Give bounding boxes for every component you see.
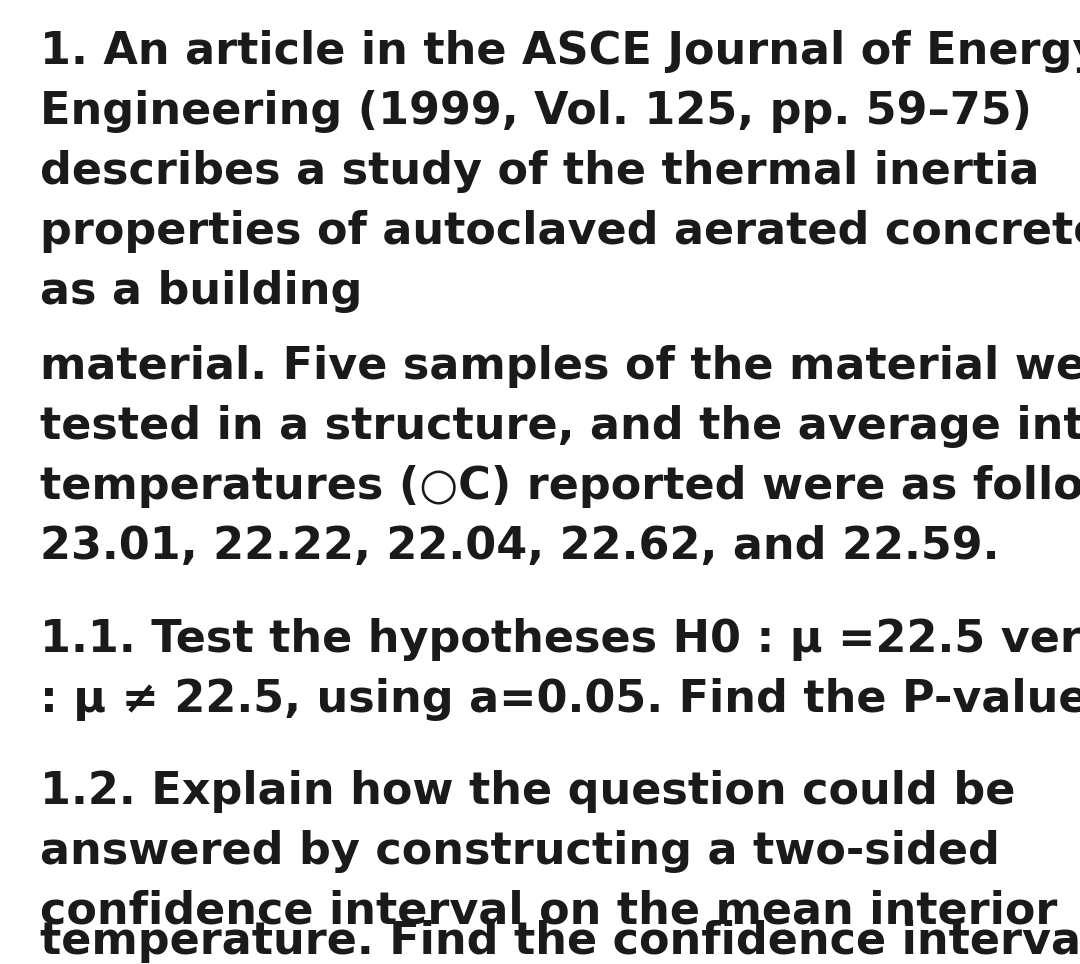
- Text: 1.1. Test the hypotheses H0 : μ =22.5 versus H1: 1.1. Test the hypotheses H0 : μ =22.5 ve…: [40, 618, 1080, 661]
- Text: properties of autoclaved aerated concrete used: properties of autoclaved aerated concret…: [40, 210, 1080, 253]
- Text: material. Five samples of the material were: material. Five samples of the material w…: [40, 345, 1080, 388]
- Text: 1.2. Explain how the question could be: 1.2. Explain how the question could be: [40, 770, 1015, 813]
- Text: 23.01, 22.22, 22.04, 22.62, and 22.59.: 23.01, 22.22, 22.04, 22.62, and 22.59.: [40, 525, 999, 568]
- Text: tested in a structure, and the average interior: tested in a structure, and the average i…: [40, 405, 1080, 448]
- Text: describes a study of the thermal inertia: describes a study of the thermal inertia: [40, 150, 1039, 193]
- Text: answered by constructing a two-sided: answered by constructing a two-sided: [40, 830, 1000, 873]
- Text: 1. An article in the ASCE Journal of Energy: 1. An article in the ASCE Journal of Ene…: [40, 30, 1080, 73]
- Text: temperature. Find the confidence interval.: temperature. Find the confidence interva…: [40, 920, 1080, 963]
- Text: Engineering (1999, Vol. 125, pp. 59–75): Engineering (1999, Vol. 125, pp. 59–75): [40, 90, 1032, 133]
- Text: temperatures (○C) reported were as follows:: temperatures (○C) reported were as follo…: [40, 465, 1080, 508]
- Text: confidence interval on the mean interior: confidence interval on the mean interior: [40, 890, 1057, 933]
- Text: : μ ≠ 22.5, using a=0.05. Find the P-value: : μ ≠ 22.5, using a=0.05. Find the P-val…: [40, 678, 1080, 721]
- Text: as a building: as a building: [40, 270, 363, 313]
